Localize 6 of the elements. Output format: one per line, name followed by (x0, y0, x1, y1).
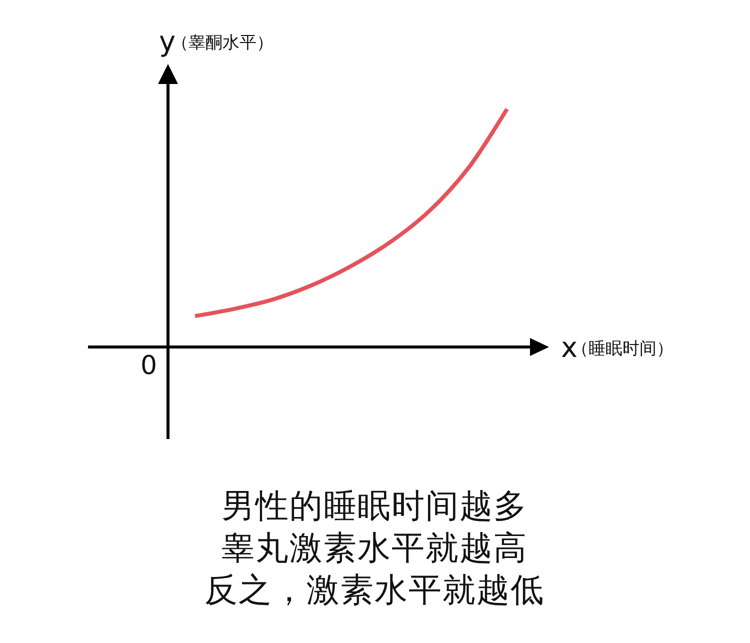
text: 男性的睡眠时间越多 (222, 486, 528, 526)
text: 0 (140, 351, 157, 382)
x-axis-title: x（睡眠时间） (561, 330, 674, 364)
text: 睾丸激素水平就越高 (222, 528, 528, 568)
text: 反之，激素水平就越低 (204, 570, 544, 610)
y-axis-title: y（睾酮水平） (159, 24, 274, 58)
